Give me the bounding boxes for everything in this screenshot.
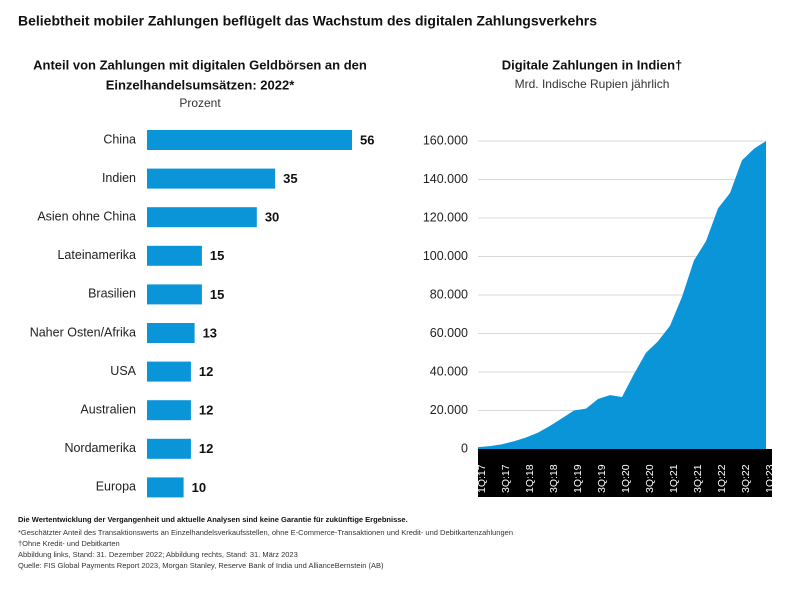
- x-tick-label: 3Q:21: [692, 464, 704, 493]
- chart-subtitle: Prozent: [179, 96, 221, 110]
- category-label: Australien: [80, 402, 136, 416]
- x-tick-label: 1Q:17: [476, 464, 488, 493]
- y-tick-label: 40.000: [430, 364, 468, 378]
- x-tick-label: 1Q:23: [764, 464, 776, 493]
- value-label: 35: [283, 171, 297, 186]
- value-label: 13: [203, 325, 217, 340]
- x-tick-label: 3Q:20: [644, 464, 656, 493]
- chart-subtitle: Mrd. Indische Rupien jährlich: [515, 77, 670, 91]
- chart-title: Digitale Zahlungen in Indien†: [502, 57, 683, 72]
- bar: [147, 477, 184, 498]
- x-tick-label: 3Q:22: [740, 464, 752, 493]
- x-tick-label: 3Q:18: [548, 464, 560, 493]
- bar: [147, 245, 202, 266]
- category-label: Naher Osten/Afrika: [30, 325, 136, 339]
- x-tick-label: 3Q:19: [596, 464, 608, 493]
- bar: [147, 323, 195, 343]
- bar: [147, 130, 352, 150]
- area: [478, 141, 766, 449]
- category-label: Europa: [96, 480, 136, 494]
- bar: [147, 168, 276, 189]
- y-tick-label: 60.000: [430, 326, 468, 340]
- y-tick-label: 160.000: [423, 133, 468, 147]
- value-label: 15: [210, 287, 224, 302]
- x-tick-label: 1Q:21: [668, 464, 680, 493]
- bar: [147, 284, 202, 305]
- bar: [147, 361, 191, 382]
- chart-title: Einzelhandelsumsätzen: 2022*: [106, 77, 296, 92]
- category-label: Asien ohne China: [37, 209, 136, 223]
- value-label: 12: [199, 403, 213, 418]
- bar: [147, 400, 191, 421]
- value-label: 12: [199, 441, 213, 456]
- bar: [147, 438, 191, 459]
- chart-title: Anteil von Zahlungen mit digitalen Geldb…: [33, 57, 367, 72]
- x-tick-label: 3Q:17: [500, 464, 512, 493]
- footnote: *Geschätzter Anteil des Transaktionswert…: [18, 528, 513, 537]
- footnote: †Ohne Kredit- und Debitkarten: [18, 539, 120, 548]
- y-tick-label: 0: [461, 441, 468, 455]
- bar: [147, 207, 257, 228]
- value-label: 12: [199, 364, 213, 379]
- y-tick-label: 100.000: [423, 249, 468, 263]
- footnote: Quelle: FIS Global Payments Report 2023,…: [18, 561, 384, 570]
- x-tick-label: 1Q:20: [620, 464, 632, 493]
- category-label: Lateinamerika: [57, 248, 136, 262]
- page-title: Beliebtheit mobiler Zahlungen beflügelt …: [18, 13, 597, 29]
- category-label: Nordamerika: [64, 441, 136, 455]
- category-label: China: [103, 132, 136, 146]
- category-label: USA: [110, 364, 136, 378]
- y-tick-label: 140.000: [423, 172, 468, 186]
- x-tick-label: 1Q:18: [524, 464, 536, 493]
- y-tick-label: 120.000: [423, 210, 468, 224]
- value-label: 30: [265, 210, 279, 225]
- value-label: 10: [192, 480, 206, 495]
- footnote: Die Wertentwicklung der Vergangenheit un…: [18, 515, 408, 524]
- y-tick-label: 20.000: [430, 403, 468, 417]
- category-label: Brasilien: [88, 287, 136, 301]
- category-label: Indien: [102, 171, 136, 185]
- footnote: Abbildung links, Stand: 31. Dezember 202…: [18, 550, 298, 559]
- x-tick-label: 1Q:22: [716, 464, 728, 493]
- x-axis-band: [478, 449, 772, 497]
- x-tick-label: 1Q:19: [572, 464, 584, 493]
- y-tick-label: 80.000: [430, 287, 468, 301]
- value-label: 56: [360, 132, 374, 147]
- value-label: 15: [210, 248, 224, 263]
